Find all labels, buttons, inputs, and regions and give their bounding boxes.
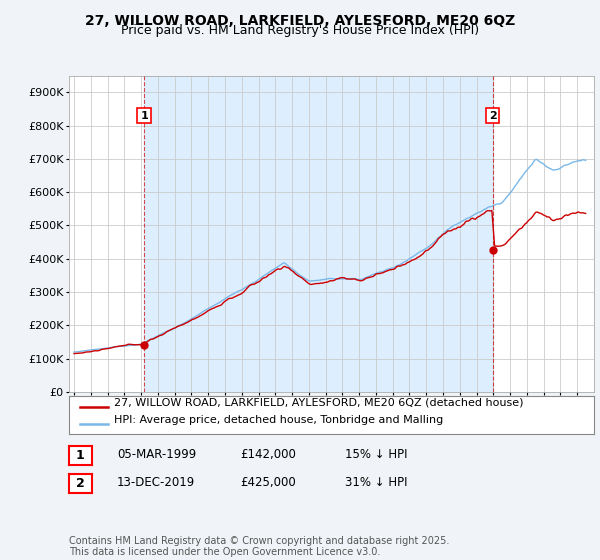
Text: £142,000: £142,000: [240, 448, 296, 461]
Text: 13-DEC-2019: 13-DEC-2019: [117, 476, 195, 489]
Text: HPI: Average price, detached house, Tonbridge and Malling: HPI: Average price, detached house, Tonb…: [113, 416, 443, 425]
Bar: [144, 76, 493, 392]
Text: 27, WILLOW ROAD, LARKFIELD, AYLESFORD, ME20 6QZ (detached house): 27, WILLOW ROAD, LARKFIELD, AYLESFORD, M…: [113, 398, 523, 407]
Text: 2: 2: [489, 110, 497, 120]
Text: 27, WILLOW ROAD, LARKFIELD, AYLESFORD, ME20 6QZ: 27, WILLOW ROAD, LARKFIELD, AYLESFORD, M…: [85, 14, 515, 28]
Text: 05-MAR-1999: 05-MAR-1999: [117, 448, 196, 461]
Text: £425,000: £425,000: [240, 476, 296, 489]
Text: 1: 1: [140, 110, 148, 120]
Text: 15% ↓ HPI: 15% ↓ HPI: [345, 448, 407, 461]
Text: Price paid vs. HM Land Registry's House Price Index (HPI): Price paid vs. HM Land Registry's House …: [121, 24, 479, 36]
Text: Contains HM Land Registry data © Crown copyright and database right 2025.
This d: Contains HM Land Registry data © Crown c…: [69, 535, 449, 557]
Text: 31% ↓ HPI: 31% ↓ HPI: [345, 476, 407, 489]
Text: 2: 2: [76, 477, 85, 490]
Text: 1: 1: [76, 449, 85, 462]
